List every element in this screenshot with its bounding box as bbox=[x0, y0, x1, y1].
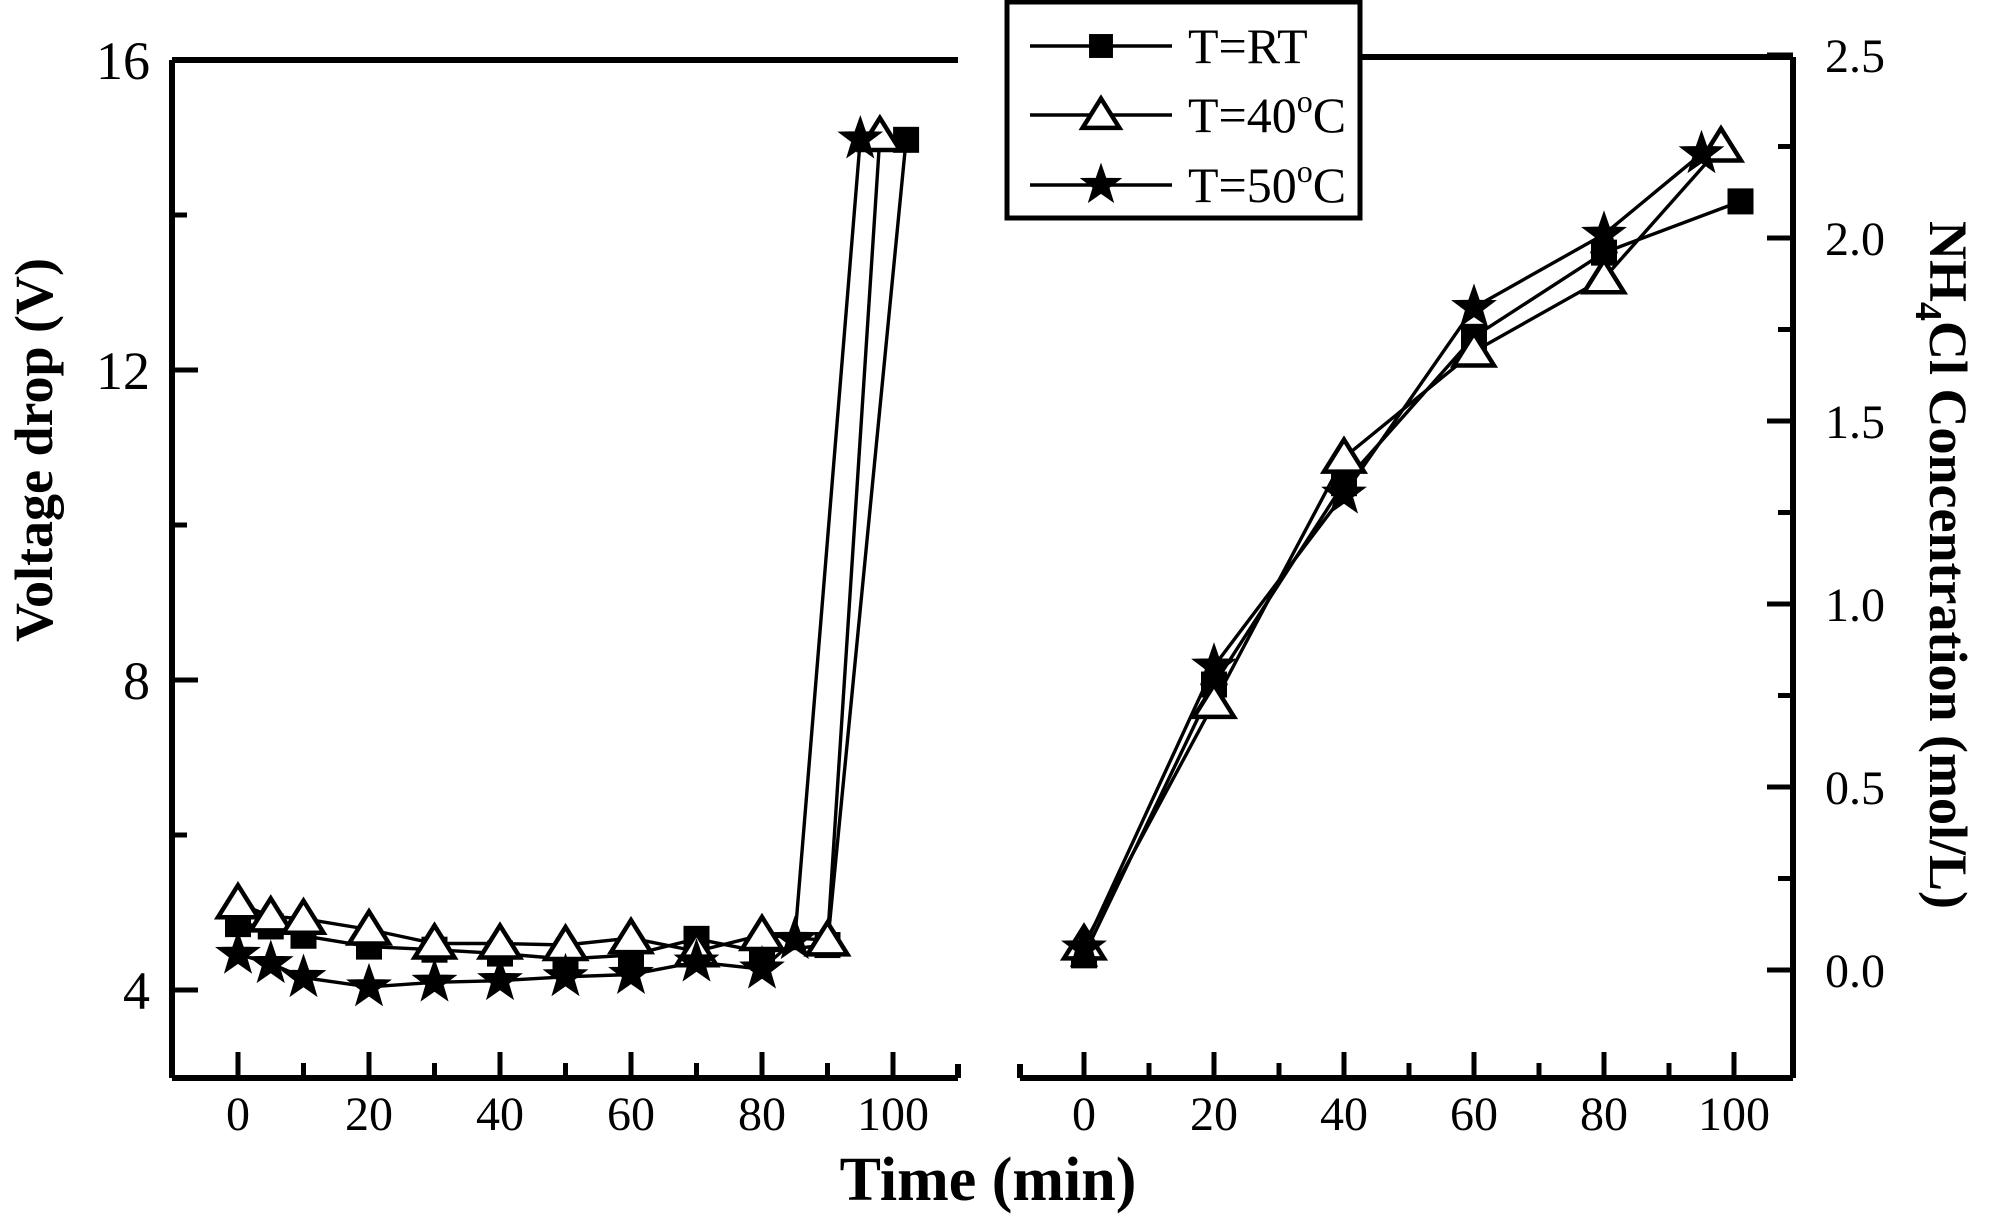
star-marker bbox=[837, 114, 884, 159]
right-panel-series-50c bbox=[1061, 129, 1725, 968]
legend-label: T=50oC bbox=[1188, 153, 1346, 213]
x-tick-label: 100 bbox=[1698, 1088, 1770, 1141]
x-tick-label: 0 bbox=[1072, 1088, 1096, 1141]
series-line bbox=[237, 135, 882, 954]
right-y-axis-title: NH4Cl Concentration (mol/L) bbox=[1907, 221, 1978, 909]
x-tick-label: 40 bbox=[1320, 1088, 1368, 1141]
triangle-marker bbox=[1579, 256, 1629, 295]
triangle-marker bbox=[410, 921, 459, 960]
star-marker bbox=[411, 958, 458, 1002]
legend-label: T=40oC bbox=[1188, 83, 1346, 143]
left-panel-axes: 0 20 40 60 80 100 4 8 12 16 bbox=[96, 31, 961, 1141]
star-marker bbox=[673, 938, 720, 982]
axis-titles: Time (min) Voltage drop (V) NH4Cl Concentr… bbox=[4, 221, 1978, 1214]
series-line bbox=[1082, 152, 1703, 949]
triangle-marker bbox=[803, 918, 852, 957]
square-marker bbox=[1089, 34, 1113, 58]
x-tick-label: 40 bbox=[476, 1088, 524, 1141]
star-marker bbox=[1451, 283, 1497, 327]
triangle-marker bbox=[246, 894, 295, 933]
triangle-marker bbox=[1078, 94, 1124, 131]
legend-box bbox=[1004, 0, 1363, 221]
left-y-axis-title: Voltage drop (V) bbox=[4, 258, 64, 642]
series-line bbox=[1082, 199, 1742, 957]
triangle-marker bbox=[213, 880, 263, 920]
triangle-marker bbox=[475, 921, 525, 960]
star-marker bbox=[247, 939, 294, 984]
y-tick-label: 0.0 bbox=[1825, 945, 1885, 998]
star-marker bbox=[1079, 162, 1123, 204]
triangle-marker bbox=[1449, 329, 1499, 368]
series-line bbox=[237, 138, 862, 989]
star-marker bbox=[739, 945, 785, 989]
right-panel-series-rt bbox=[1071, 188, 1754, 969]
legend: T=RT T=40oC T=50oC bbox=[1004, 0, 1363, 221]
y-tick-label: 4 bbox=[123, 961, 150, 1021]
x-tick-label: 100 bbox=[857, 1088, 929, 1141]
legend-item-40c: T=40oC bbox=[1030, 83, 1346, 143]
y-tick-label: 0.5 bbox=[1825, 762, 1885, 815]
y-tick-label: 1.0 bbox=[1825, 579, 1885, 632]
x-tick-label: 60 bbox=[607, 1088, 655, 1141]
legend-item-rt: T=RT bbox=[1030, 18, 1308, 74]
y-tick-label: 12 bbox=[96, 341, 150, 401]
square-marker bbox=[1727, 188, 1754, 215]
star-marker bbox=[280, 953, 327, 998]
x-tick-label: 20 bbox=[1190, 1088, 1238, 1141]
triangle-marker bbox=[606, 915, 656, 955]
x-tick-label: 20 bbox=[345, 1088, 393, 1141]
star-marker bbox=[771, 915, 818, 960]
star-marker bbox=[477, 956, 523, 1001]
y-tick-label: 2.5 bbox=[1825, 30, 1885, 83]
y-tick-label: 8 bbox=[123, 651, 150, 711]
right-panel-axes: 0 20 40 60 80 100 0.0 0.5 1.0 1.5 2.0 2.5 bbox=[1017, 30, 1885, 1141]
left-panel-series-50c bbox=[215, 114, 884, 1007]
left-panel-frame bbox=[169, 57, 961, 1081]
star-marker bbox=[215, 930, 261, 974]
left-panel-ticks: 0 20 40 60 80 100 4 8 12 16 bbox=[96, 31, 929, 1141]
star-marker bbox=[542, 952, 589, 997]
x-tick-label: 0 bbox=[226, 1088, 250, 1141]
star-marker bbox=[1678, 129, 1725, 174]
right-panel-ticks: 0 20 40 60 80 100 0.0 0.5 1.0 1.5 2.0 2.5 bbox=[1072, 30, 1885, 1141]
star-marker bbox=[1061, 923, 1107, 968]
left-panel-series-rt bbox=[225, 126, 920, 972]
triangle-marker bbox=[279, 896, 328, 935]
series-line bbox=[1082, 145, 1723, 946]
y-tick-label: 2.0 bbox=[1825, 213, 1885, 266]
star-marker bbox=[1581, 210, 1627, 254]
star-marker bbox=[608, 950, 654, 994]
x-tick-label: 80 bbox=[738, 1088, 786, 1141]
left-panel-series-40c bbox=[213, 113, 904, 968]
x-axis-title: Time (min) bbox=[840, 1146, 1137, 1214]
x-tick-label: 80 bbox=[1580, 1088, 1628, 1141]
star-marker bbox=[346, 962, 392, 1007]
series-line bbox=[237, 139, 908, 961]
y-tick-label: 16 bbox=[96, 31, 150, 91]
star-marker bbox=[1191, 642, 1237, 686]
y-tick-label: 1.5 bbox=[1825, 396, 1885, 449]
triangle-marker bbox=[344, 907, 394, 946]
triangle-marker bbox=[1189, 680, 1239, 720]
legend-item-50c: T=50oC bbox=[1030, 153, 1346, 213]
right-panel-frame bbox=[1017, 54, 1796, 1081]
star-marker bbox=[1321, 470, 1367, 514]
right-panel-series-40c bbox=[1059, 124, 1746, 961]
x-tick-label: 60 bbox=[1450, 1088, 1498, 1141]
legend-label: T=RT bbox=[1188, 18, 1308, 74]
